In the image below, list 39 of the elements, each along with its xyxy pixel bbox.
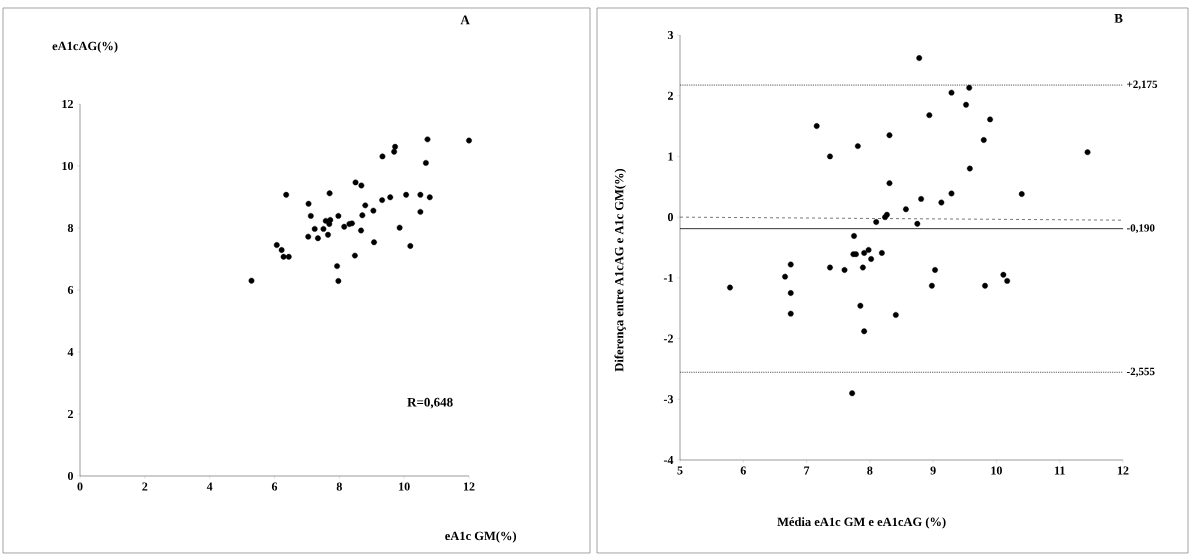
x-axis-title: eA1c GM(%) (445, 531, 517, 543)
y-tick-label: 3 (667, 30, 674, 40)
ref-line-label: +2,175 (1127, 80, 1158, 90)
x-tick-label: 9 (930, 466, 936, 475)
y-tick-label: 6 (67, 285, 74, 295)
y-tick-label: 10 (62, 161, 74, 171)
y-tick-label: -1 (663, 273, 673, 282)
x-tick-label: 4 (206, 482, 213, 491)
annotation: R=0,648 (407, 397, 453, 409)
y-tick-label: -3 (663, 395, 674, 404)
x-tick-label: 2 (142, 482, 148, 491)
x-axis-title: Média eA1c GM e eA1cAG (%) (777, 517, 946, 529)
x-tick-label: 8 (867, 466, 873, 475)
ref-line-label: -2,555 (1126, 367, 1155, 377)
y-tick-label: -4 (663, 456, 674, 464)
x-tick-label: 5 (677, 466, 683, 475)
x-tick-label: 6 (740, 466, 746, 475)
x-tick-label: 11 (1054, 466, 1065, 475)
x-tick-label: 7 (804, 466, 810, 475)
x-tick-label: 10 (399, 482, 410, 491)
x-tick-label: 12 (1117, 466, 1129, 475)
x-tick-label: 8 (336, 482, 342, 491)
y-tick-label: 1 (668, 152, 673, 161)
y-tick-label: 2 (67, 410, 73, 418)
y-tick-label: -2 (663, 334, 673, 343)
x-tick-label: 12 (463, 482, 475, 491)
ref-line-label: -0,190 (1126, 224, 1155, 234)
y-tick-label: 2 (667, 91, 673, 100)
y-axis-title: Diferença entre A1cAG e A1c GM(%) (614, 168, 626, 372)
y-tick-label: 4 (67, 348, 74, 356)
chart-title: B (1114, 14, 1123, 23)
x-tick-label: 6 (271, 482, 278, 491)
x-tick-label: 0 (77, 482, 83, 491)
y-tick-label: 8 (67, 223, 74, 233)
y-axis-title: eA1cAG(%) (52, 41, 118, 53)
chart-title: A (460, 15, 470, 25)
y-tick-label: 12 (62, 100, 73, 108)
x-tick-label: 10 (991, 466, 1002, 475)
y-tick-label: 0 (667, 213, 674, 222)
